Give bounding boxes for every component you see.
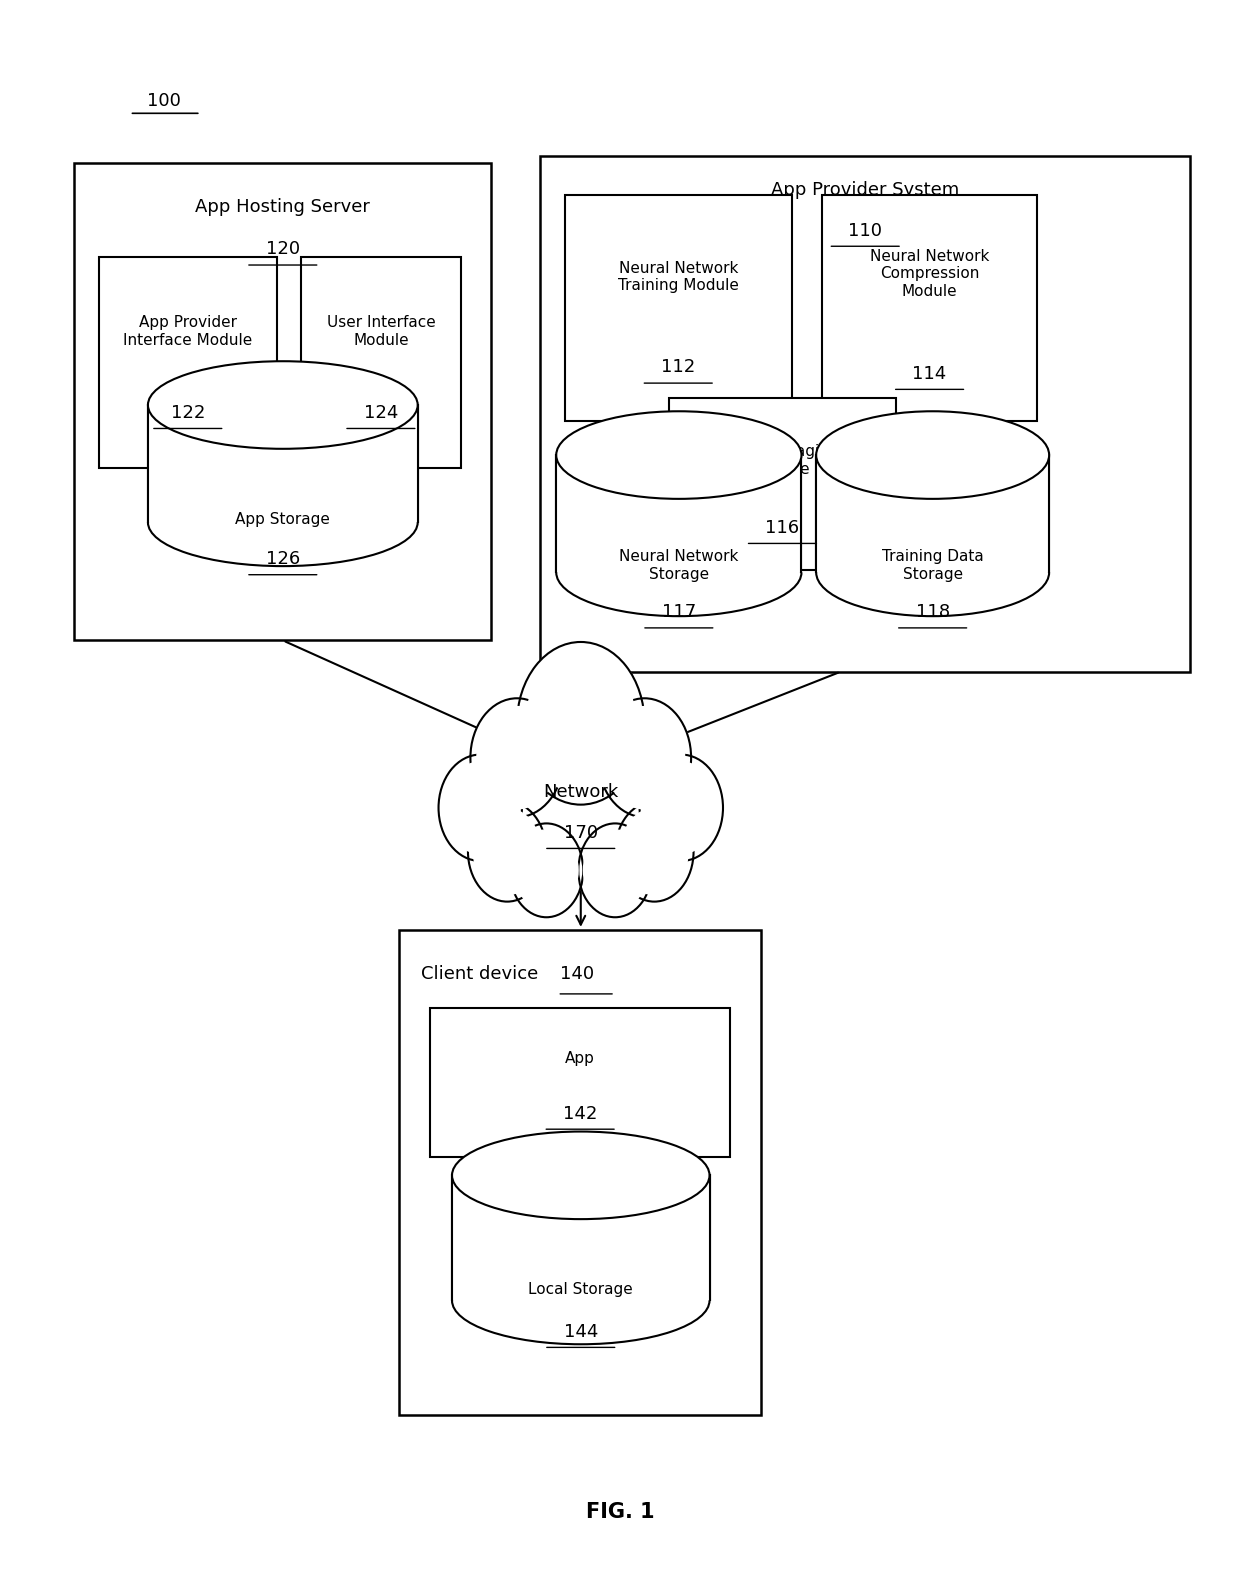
Text: 114: 114 bbox=[913, 365, 946, 383]
Text: App Storage: App Storage bbox=[236, 513, 330, 527]
Text: Network: Network bbox=[543, 783, 619, 802]
Text: Training Data
Storage: Training Data Storage bbox=[882, 549, 983, 582]
Bar bbox=[99, 257, 277, 469]
Text: 110: 110 bbox=[848, 221, 882, 240]
Circle shape bbox=[615, 802, 693, 901]
Text: Neural Network
Training Module: Neural Network Training Module bbox=[618, 260, 739, 294]
Circle shape bbox=[470, 699, 564, 817]
Bar bbox=[430, 1008, 730, 1157]
Circle shape bbox=[467, 802, 547, 901]
Text: 100: 100 bbox=[148, 92, 181, 110]
Circle shape bbox=[444, 762, 516, 854]
Circle shape bbox=[474, 808, 541, 895]
Circle shape bbox=[598, 699, 691, 817]
Circle shape bbox=[510, 824, 583, 917]
Circle shape bbox=[515, 830, 578, 911]
Circle shape bbox=[439, 754, 522, 862]
Text: 117: 117 bbox=[662, 603, 696, 622]
Bar bbox=[557, 454, 801, 573]
Text: App Hosting Server: App Hosting Server bbox=[196, 199, 371, 216]
Circle shape bbox=[640, 754, 723, 862]
Text: App Provider
Interface Module: App Provider Interface Module bbox=[123, 316, 253, 347]
Text: 118: 118 bbox=[915, 603, 950, 622]
Bar bbox=[816, 454, 1049, 573]
Circle shape bbox=[477, 707, 557, 810]
Circle shape bbox=[578, 824, 652, 917]
Bar bbox=[670, 398, 895, 570]
Text: 170: 170 bbox=[564, 824, 598, 841]
Text: 126: 126 bbox=[265, 551, 300, 568]
Circle shape bbox=[646, 762, 717, 854]
Ellipse shape bbox=[816, 412, 1049, 499]
Ellipse shape bbox=[453, 1131, 709, 1220]
Circle shape bbox=[526, 653, 636, 794]
Text: 122: 122 bbox=[171, 404, 205, 421]
Bar bbox=[822, 194, 1037, 421]
Bar bbox=[301, 257, 460, 469]
Circle shape bbox=[517, 642, 645, 805]
Bar bbox=[541, 156, 1190, 672]
Text: 140: 140 bbox=[559, 964, 594, 983]
Text: 124: 124 bbox=[363, 404, 398, 421]
Text: 120: 120 bbox=[265, 240, 300, 259]
Text: FIG. 1: FIG. 1 bbox=[585, 1502, 655, 1521]
Bar bbox=[565, 194, 791, 421]
Circle shape bbox=[604, 707, 684, 810]
Bar bbox=[399, 929, 761, 1414]
Text: 112: 112 bbox=[661, 358, 696, 377]
Text: 142: 142 bbox=[563, 1105, 598, 1122]
Text: 144: 144 bbox=[563, 1322, 598, 1341]
Text: User Interface
Module: User Interface Module bbox=[326, 316, 435, 347]
Bar bbox=[148, 406, 418, 522]
Ellipse shape bbox=[557, 412, 801, 499]
Text: Neural Network
Compression
Module: Neural Network Compression Module bbox=[870, 249, 990, 298]
Text: Neural Network
Storage: Neural Network Storage bbox=[619, 549, 739, 582]
Text: 116: 116 bbox=[765, 519, 800, 537]
Text: App Packaging
Module: App Packaging Module bbox=[727, 445, 838, 477]
Text: App Provider System: App Provider System bbox=[771, 181, 960, 199]
Bar bbox=[453, 1176, 709, 1300]
Text: App: App bbox=[565, 1051, 595, 1067]
Circle shape bbox=[620, 808, 688, 895]
Bar bbox=[74, 164, 491, 641]
Text: Local Storage: Local Storage bbox=[528, 1281, 634, 1297]
Ellipse shape bbox=[148, 361, 418, 448]
Text: Client device: Client device bbox=[422, 964, 538, 983]
Circle shape bbox=[584, 830, 647, 911]
